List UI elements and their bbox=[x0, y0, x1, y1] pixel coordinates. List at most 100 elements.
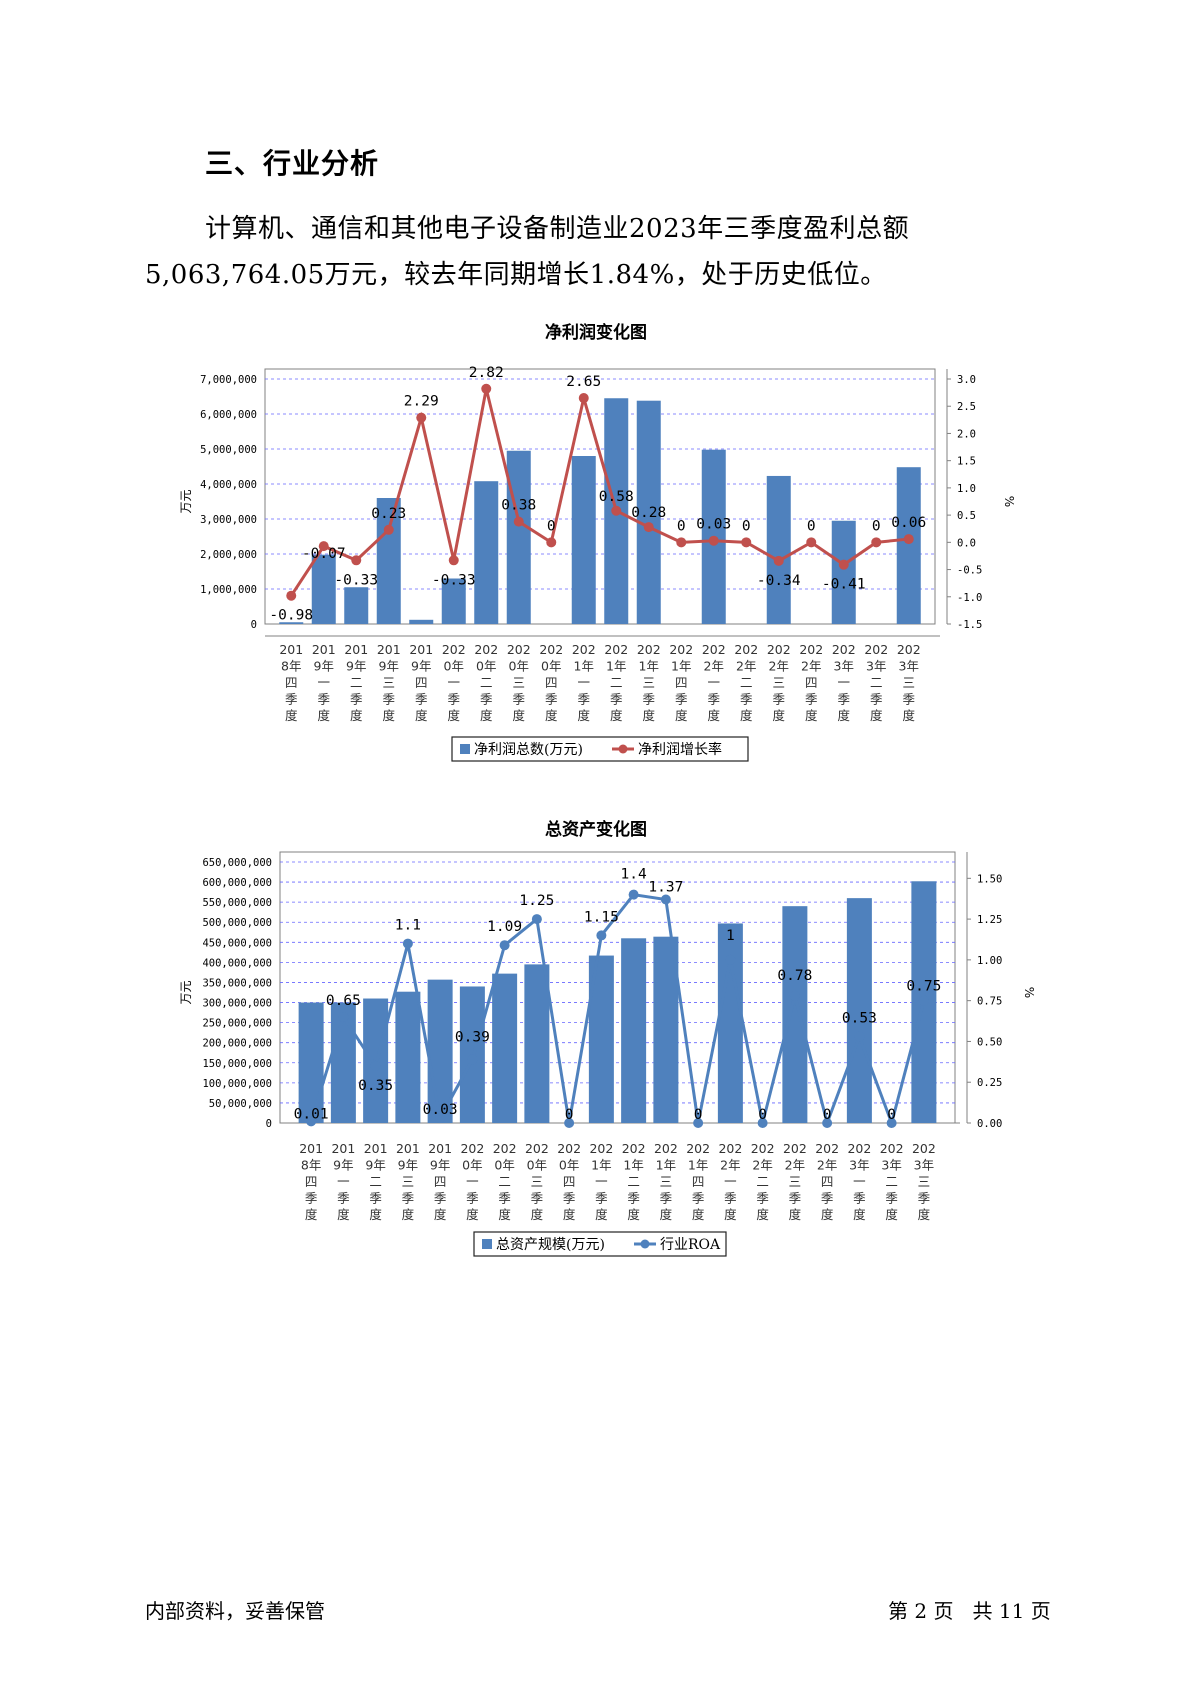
x-tick-line: 四 bbox=[563, 1174, 576, 1189]
x-tick-line: 3年 bbox=[866, 659, 886, 674]
y2-tick-label: 0.75 bbox=[977, 996, 1002, 1008]
x-tick-line: 季 bbox=[627, 1191, 640, 1206]
x-tick-line: 2年 bbox=[785, 1158, 805, 1173]
x-tick-line: 202 bbox=[460, 1141, 484, 1156]
line-point bbox=[499, 940, 510, 951]
x-tick-line: 202 bbox=[751, 1141, 775, 1156]
x-tick-line: 202 bbox=[767, 642, 791, 657]
x-tick-line: 202 bbox=[572, 642, 596, 657]
legend-line-label: 行业ROA bbox=[660, 1237, 721, 1253]
y2-tick-label: 0.5 bbox=[957, 510, 976, 522]
data-label: -0.41 bbox=[822, 577, 866, 593]
x-tick-label: 202 3年三季度 bbox=[912, 1141, 936, 1222]
x-tick-line: 季 bbox=[369, 1191, 382, 1206]
x-tick-line: 一 bbox=[466, 1174, 479, 1189]
line-point bbox=[854, 1031, 865, 1042]
x-tick-line: 202 bbox=[880, 1141, 904, 1156]
line-point bbox=[725, 954, 736, 965]
x-tick-line: 季 bbox=[902, 692, 915, 707]
y2-tick-label: 2.0 bbox=[957, 428, 976, 440]
x-tick-line: 度 bbox=[512, 708, 525, 723]
bar bbox=[441, 578, 466, 624]
x-tick-line: 二 bbox=[498, 1174, 511, 1189]
x-tick-line: 三 bbox=[789, 1174, 802, 1189]
x-tick-line: 2年 bbox=[704, 659, 724, 674]
line-point bbox=[338, 1011, 349, 1022]
x-tick-line: 一 bbox=[447, 675, 460, 690]
x-tick-line: 四 bbox=[305, 1174, 318, 1189]
x-tick-line: 201 bbox=[312, 642, 336, 657]
page-prefix: 第 bbox=[888, 1599, 908, 1623]
x-tick-line: 201 bbox=[299, 1141, 323, 1156]
x-tick-line: 四 bbox=[285, 675, 298, 690]
y2-tick-label: -0.5 bbox=[957, 565, 982, 577]
x-tick-line: 度 bbox=[789, 1207, 802, 1222]
x-tick-line: 季 bbox=[772, 692, 785, 707]
line-point bbox=[806, 537, 817, 548]
bar bbox=[395, 991, 421, 1123]
x-tick-line: 度 bbox=[756, 1207, 769, 1222]
x-tick-line: 2年 bbox=[720, 1158, 740, 1173]
x-tick-line: 二 bbox=[350, 675, 363, 690]
line-point bbox=[611, 505, 622, 516]
bar bbox=[831, 520, 856, 624]
x-tick-line: 度 bbox=[305, 1207, 318, 1222]
x-tick-line: 1年 bbox=[688, 1158, 708, 1173]
x-tick-line: 3年 bbox=[834, 659, 854, 674]
x-tick-line: 度 bbox=[466, 1207, 479, 1222]
x-tick-line: 三 bbox=[772, 675, 785, 690]
data-label: 0.35 bbox=[358, 1078, 393, 1094]
x-tick-line: 度 bbox=[692, 1207, 705, 1222]
x-tick-line: 季 bbox=[512, 692, 525, 707]
line-point bbox=[402, 938, 413, 949]
data-label: 1.15 bbox=[584, 909, 619, 925]
x-tick-line: 季 bbox=[480, 692, 493, 707]
line-point bbox=[435, 1113, 446, 1124]
x-tick-line: 2年 bbox=[817, 1158, 837, 1173]
line-point bbox=[693, 1118, 704, 1128]
x-tick-line: 三 bbox=[660, 1174, 673, 1189]
x-tick-line: 202 bbox=[669, 642, 693, 657]
x-tick-line: 1年 bbox=[623, 1158, 643, 1173]
legend-bar-swatch bbox=[460, 744, 470, 754]
x-tick-line: 0年 bbox=[476, 659, 496, 674]
x-tick-line: 季 bbox=[595, 1191, 608, 1206]
x-tick-line: 度 bbox=[740, 708, 753, 723]
x-tick-line: 202 bbox=[783, 1141, 807, 1156]
x-tick-line: 季 bbox=[675, 692, 688, 707]
x-tick-line: 9年 bbox=[411, 659, 431, 674]
chart-title: 净利润变化图 bbox=[545, 322, 647, 343]
bar bbox=[621, 938, 647, 1123]
x-tick-line: 二 bbox=[756, 1174, 769, 1189]
x-tick-line: 度 bbox=[434, 1207, 447, 1222]
x-tick-line: 度 bbox=[853, 1207, 866, 1222]
x-tick-line: 2年 bbox=[769, 659, 789, 674]
x-tick-line: 202 bbox=[604, 642, 628, 657]
y2-axis-title: % bbox=[1022, 987, 1036, 998]
data-label: 0.65 bbox=[326, 993, 361, 1009]
x-tick-line: 201 bbox=[344, 642, 368, 657]
x-tick-line: 季 bbox=[692, 1191, 705, 1206]
x-tick-line: 度 bbox=[805, 708, 818, 723]
y2-tick-label: 1.25 bbox=[977, 914, 1002, 926]
data-label: 0.06 bbox=[891, 515, 926, 531]
bar bbox=[330, 1002, 356, 1123]
y2-tick-label: 2.5 bbox=[957, 401, 976, 413]
data-label: 2.82 bbox=[469, 365, 504, 381]
line-point bbox=[822, 1118, 833, 1128]
x-tick-line: 季 bbox=[918, 1191, 931, 1206]
y-tick-label: 150,000,000 bbox=[202, 1058, 272, 1070]
x-tick-line: 0年 bbox=[527, 1158, 547, 1173]
data-label: 1.4 bbox=[621, 867, 647, 883]
y-tick-label: 400,000,000 bbox=[202, 957, 272, 969]
footer-page-number: 第 2 页 共 11 页 bbox=[888, 1595, 1051, 1624]
line-point bbox=[318, 541, 329, 552]
